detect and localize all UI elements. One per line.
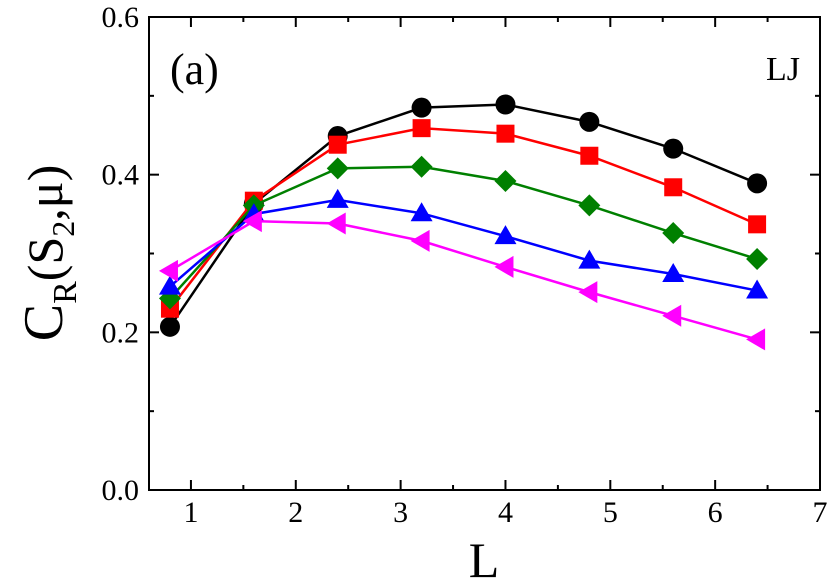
plot-frame [148,16,821,491]
data-point-diamond [410,155,433,178]
x-axis-title: L [469,532,500,581]
data-point-triangle-up [578,249,601,269]
data-point-triangle-up [326,188,349,208]
y-tick-label: 0.4 [102,159,140,192]
series-red-squares [160,119,767,318]
x-tick-label: 1 [183,496,198,529]
data-point-triangle-left [242,210,262,233]
data-point-circle [495,94,516,115]
data-point-circle [663,138,684,159]
x-tick-label: 5 [603,496,618,529]
data-point-diamond [662,222,685,245]
data-point-square [664,178,683,197]
data-point-diamond [326,157,349,180]
data-point-triangle-up [158,275,181,295]
panel-label: (a) [170,45,219,94]
x-tick-label: 7 [813,496,828,529]
x-tick-label: 4 [498,496,513,529]
series-layer [158,94,769,351]
data-point-triangle-left [410,229,430,252]
y-title-close: ,μ) [17,165,73,221]
y-tick-label: 0.0 [102,474,140,507]
data-point-triangle-up [410,202,433,222]
series-line [168,126,758,310]
data-point-circle [579,111,600,132]
series-line [169,219,758,341]
y-title-sub2: 2 [45,221,81,237]
y-title-sub1: R [47,281,84,304]
series-magenta-triangles-left [158,210,766,351]
data-point-triangle-left [494,255,514,278]
y-axis-title: CR(S2,μ) [13,165,84,341]
data-point-square [748,215,767,234]
data-point-circle [159,316,180,337]
y-tick-label: 0.6 [102,1,140,34]
series-line [169,198,758,292]
data-point-triangle-left [158,259,178,282]
axis-tick-labels: 1 2 3 4 5 6 7 0.0 0.2 0.4 0.6 [102,1,828,529]
axis-ticks [149,16,821,491]
annotation-label: LJ [766,51,800,88]
data-point-circle [747,173,768,194]
data-point-diamond [494,169,517,192]
data-point-triangle-up [746,279,769,299]
x-tick-label: 2 [288,496,303,529]
data-point-triangle-left [662,304,682,327]
y-title-main: C [13,304,75,341]
data-point-square [412,119,431,138]
x-tick-label: 3 [393,496,408,529]
data-point-triangle-up [662,262,685,282]
data-point-square [580,146,599,165]
series-green-diamonds [158,155,769,310]
data-point-square [328,135,347,154]
data-point-triangle-left [578,281,598,304]
data-point-triangle-left [326,212,346,235]
data-point-square [496,124,515,143]
data-point-triangle-left [746,328,766,351]
data-point-circle [411,97,432,118]
x-tick-label: 6 [708,496,723,529]
series-line [169,165,758,300]
y-title-open: (S [17,237,73,281]
data-point-triangle-up [494,225,517,245]
data-point-diamond [578,194,601,217]
y-tick-label: 0.2 [102,316,140,349]
data-point-diamond [746,248,769,271]
